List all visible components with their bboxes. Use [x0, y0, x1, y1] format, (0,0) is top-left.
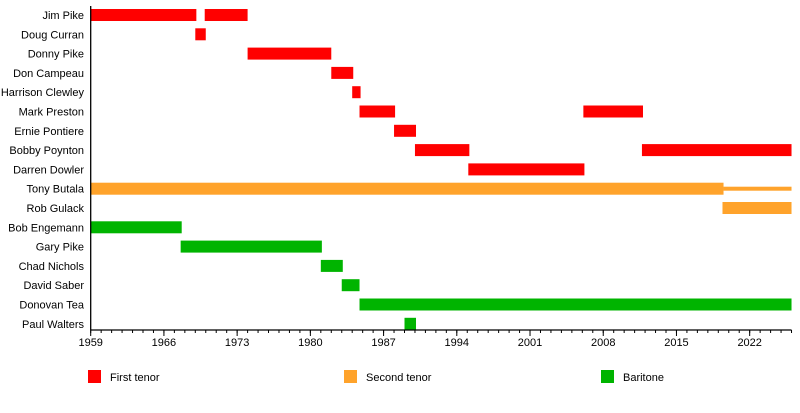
member-bar	[247, 47, 332, 60]
member-label: Chad Nichols	[19, 261, 85, 273]
member-bar	[404, 317, 417, 330]
tick-label: 2015	[664, 337, 688, 349]
legend-swatch	[344, 370, 357, 383]
tick-label: 1973	[225, 337, 249, 349]
member-bar	[468, 163, 585, 176]
member-label: David Saber	[23, 280, 84, 292]
member-bar	[341, 279, 360, 292]
member-label: Ernie Pontiere	[14, 126, 84, 138]
member-label: Harrison Clewley	[1, 87, 85, 99]
legend-label: Baritone	[623, 372, 664, 384]
legend-label: Second tenor	[366, 372, 432, 384]
tick-label: 1987	[371, 337, 395, 349]
member-label: Jim Pike	[42, 10, 84, 22]
member-bar	[90, 221, 182, 234]
member-bar	[90, 182, 724, 195]
tick-label: 2001	[518, 337, 542, 349]
member-bar	[331, 66, 354, 79]
member-label: Rob Gulack	[27, 203, 85, 215]
member-bar	[359, 105, 396, 118]
member-bar	[722, 202, 792, 214]
tick-label: 2022	[737, 337, 761, 349]
member-bar	[320, 259, 343, 272]
member-label: Gary Pike	[36, 242, 84, 254]
member-label: Doug Curran	[21, 29, 84, 41]
legend-swatch	[601, 370, 614, 383]
member-bar	[414, 144, 470, 157]
member-bar	[394, 124, 417, 137]
tick-label: 1980	[298, 337, 322, 349]
tick-label: 1994	[445, 337, 469, 349]
member-bar	[180, 240, 322, 253]
member-label: Darren Dowler	[13, 164, 84, 176]
member-label: Donovan Tea	[19, 300, 85, 312]
member-label: Paul Walters	[22, 319, 84, 331]
member-bar	[90, 9, 197, 21]
legend-label: First tenor	[110, 372, 160, 384]
member-bar	[641, 144, 792, 157]
tick-label: 2008	[591, 337, 615, 349]
tick-label: 1966	[152, 337, 176, 349]
member-bar	[195, 28, 206, 41]
member-label: Bob Engemann	[8, 222, 84, 234]
member-bar	[204, 9, 248, 21]
member-label: Mark Preston	[19, 107, 84, 119]
tick-label: 1959	[78, 337, 102, 349]
member-bar	[583, 105, 643, 118]
member-bar	[723, 186, 792, 191]
member-label: Tony Butala	[27, 184, 85, 196]
member-label: Bobby Poynton	[9, 145, 84, 157]
legend-swatch	[88, 370, 101, 383]
member-label: Donny Pike	[28, 49, 84, 61]
member-bar	[359, 298, 792, 311]
member-label: Don Campeau	[13, 68, 84, 80]
member-bar	[352, 86, 361, 99]
